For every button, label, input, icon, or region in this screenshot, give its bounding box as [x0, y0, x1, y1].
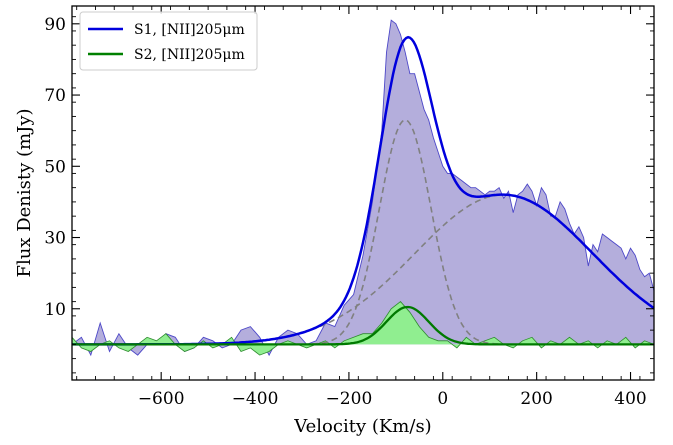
x-tick-label: −600 [138, 389, 185, 409]
x-tick-label: 0 [437, 389, 448, 409]
y-tick-label: 30 [44, 229, 66, 249]
x-tick-label: 400 [614, 389, 646, 409]
legend-label-s2: S2, [NII]205μm [134, 47, 245, 63]
s2-fit-line [72, 305, 654, 346]
s2-spectrum-edge [72, 301, 654, 356]
legend: S1, [NII]205μm S2, [NII]205μm [79, 11, 258, 71]
x-tick-label: −400 [232, 389, 279, 409]
legend-box [79, 11, 258, 71]
x-tick-label: −200 [326, 389, 373, 409]
x-axis-title: Velocity (Km/s) [293, 416, 431, 437]
y-tick-label: 10 [44, 300, 66, 320]
s1-spectrum-edge [72, 19, 654, 357]
y-tick-label: 50 [44, 157, 66, 177]
legend-label-s1: S1, [NII]205μm [134, 22, 245, 38]
y-axis-title: Flux Denisty (mJy) [14, 108, 35, 277]
x-tick-label: 200 [520, 389, 552, 409]
axis-ticks: −600 −400 −200 0 200 400 10 30 50 70 90 [44, 6, 654, 409]
y-tick-label: 70 [44, 86, 66, 106]
plot-frame [71, 5, 655, 381]
y-tick-label: 90 [44, 15, 66, 35]
s1-spectrum-fill [72, 20, 654, 356]
plot-data [72, 19, 654, 357]
